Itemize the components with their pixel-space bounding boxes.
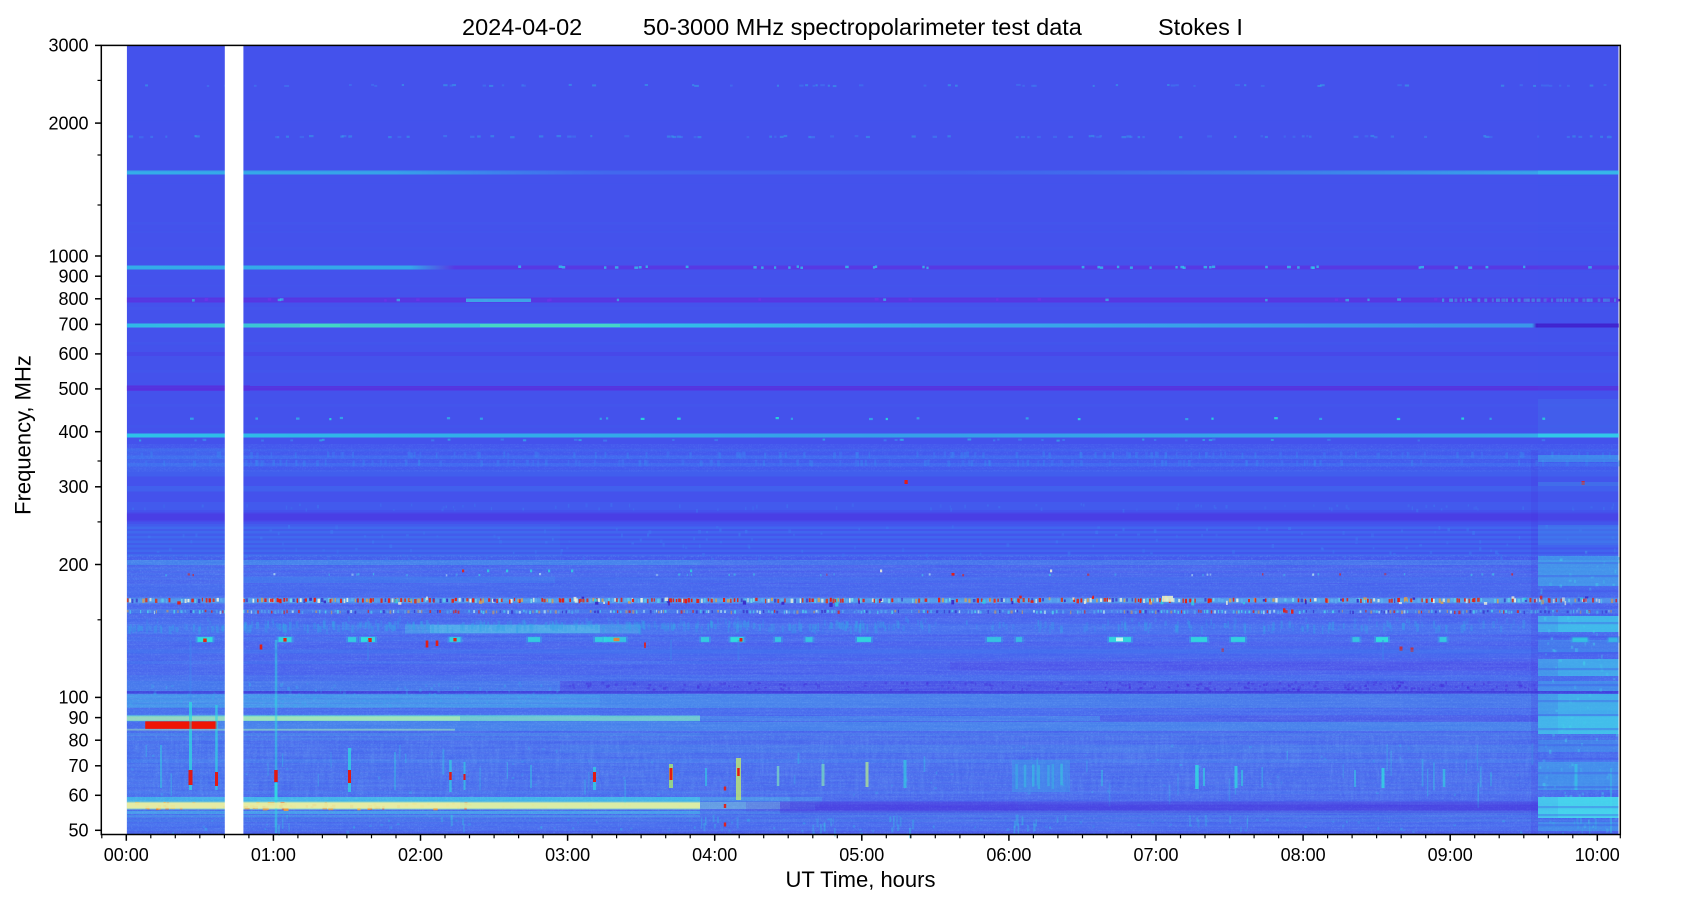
svg-text:70: 70 [68, 756, 88, 776]
svg-text:300: 300 [58, 477, 88, 497]
svg-text:3000: 3000 [48, 36, 88, 56]
svg-text:03:00: 03:00 [545, 845, 590, 865]
svg-text:10:00: 10:00 [1575, 845, 1620, 865]
svg-text:60: 60 [68, 786, 88, 806]
svg-text:UT Time, hours: UT Time, hours [786, 867, 936, 892]
svg-text:80: 80 [68, 731, 88, 751]
svg-text:800: 800 [58, 289, 88, 309]
svg-text:90: 90 [68, 708, 88, 728]
svg-text:06:00: 06:00 [986, 845, 1031, 865]
svg-text:00:00: 00:00 [104, 845, 149, 865]
svg-text:09:00: 09:00 [1428, 845, 1473, 865]
svg-text:700: 700 [58, 315, 88, 335]
svg-text:100: 100 [58, 688, 88, 708]
svg-text:2000: 2000 [48, 113, 88, 133]
svg-text:07:00: 07:00 [1133, 845, 1178, 865]
svg-text:500: 500 [58, 379, 88, 399]
svg-text:05:00: 05:00 [839, 845, 884, 865]
svg-text:Frequency, MHz: Frequency, MHz [11, 355, 36, 515]
svg-text:08:00: 08:00 [1281, 845, 1326, 865]
svg-text:04:00: 04:00 [692, 845, 737, 865]
svg-text:1000: 1000 [48, 246, 88, 266]
svg-text:900: 900 [58, 267, 88, 287]
svg-text:400: 400 [58, 422, 88, 442]
svg-text:50-3000 MHz spectropolarimeter: 50-3000 MHz spectropolarimeter test data [643, 14, 1083, 40]
svg-text:50: 50 [68, 821, 88, 841]
svg-text:600: 600 [58, 344, 88, 364]
svg-text:2024-04-02: 2024-04-02 [462, 14, 582, 40]
svg-text:200: 200 [58, 555, 88, 575]
svg-text:02:00: 02:00 [398, 845, 443, 865]
svg-text:01:00: 01:00 [251, 845, 296, 865]
svg-text:Stokes I: Stokes I [1158, 14, 1243, 40]
